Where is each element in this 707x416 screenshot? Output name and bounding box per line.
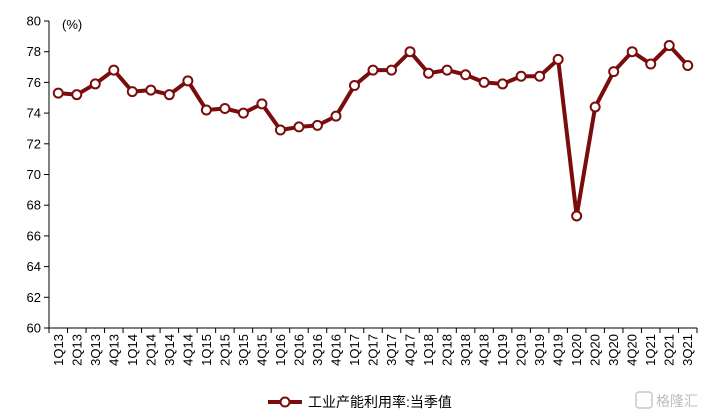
y-tick-label: 70 (27, 167, 41, 182)
data-point (293, 121, 305, 133)
x-tick-label: 4Q14 (180, 334, 195, 366)
x-tick-label: 1Q13 (51, 334, 66, 366)
data-point (145, 84, 157, 96)
data-point (311, 119, 323, 131)
legend-label: 工业产能利用率:当季值 (308, 394, 452, 410)
x-tick-label: 3Q21 (680, 334, 695, 366)
x-tick-label: 4Q13 (106, 334, 121, 366)
data-point (441, 64, 453, 76)
x-tick-label: 2Q17 (366, 334, 381, 366)
data-point (682, 60, 694, 72)
x-tick-label: 2Q19 (514, 334, 529, 366)
x-tick-label: 3Q20 (606, 334, 621, 366)
x-tick-label: 3Q19 (532, 334, 547, 366)
x-tick-label: 2Q20 (588, 334, 603, 366)
data-point (478, 76, 490, 88)
data-point (330, 110, 342, 122)
x-tick-label: 2Q16 (291, 334, 306, 366)
x-tick-label: 1Q15 (199, 334, 214, 366)
axes: 60 62 64 66 68 70 72 74 76 78 80 1Q13 2Q13 3Q13 4Q13 1Q… (27, 14, 698, 366)
x-tick-label: 2Q14 (143, 334, 158, 366)
x-tick-label: 2Q13 (69, 334, 84, 366)
y-tick-label: 60 (27, 321, 41, 336)
y-tick-label: 80 (27, 14, 41, 29)
legend-marker (279, 396, 291, 408)
data-point (274, 124, 286, 136)
data-point (663, 40, 675, 52)
x-tick-label: 1Q14 (125, 334, 140, 366)
data-point (534, 70, 546, 82)
data-point (552, 53, 564, 65)
watermark-text: 格隆汇 (656, 393, 698, 409)
x-tick-label: 3Q18 (458, 334, 473, 366)
watermark: 格隆汇 (635, 391, 698, 409)
data-point (163, 89, 175, 101)
data-point (367, 64, 379, 76)
data-point (423, 67, 435, 79)
x-tick-label: 1Q21 (643, 334, 658, 366)
data-point (589, 101, 601, 113)
data-point (626, 46, 638, 58)
y-tick-label: 62 (27, 290, 41, 305)
data-point (237, 107, 249, 119)
data-point (571, 210, 583, 222)
y-unit-label: (%) (62, 17, 82, 32)
data-point (89, 78, 101, 90)
y-tick-label: 66 (27, 228, 41, 243)
x-tick-label: 3Q14 (162, 334, 177, 366)
data-point (182, 75, 194, 87)
x-tick-label: 1Q18 (421, 334, 436, 366)
data-point (386, 64, 398, 76)
data-point (200, 104, 212, 116)
watermark-logo-icon (635, 391, 653, 409)
y-tick-label: 76 (27, 75, 41, 90)
x-tick-label: 1Q17 (347, 334, 362, 366)
x-tick-label: 4Q19 (551, 334, 566, 366)
x-tick-label: 4Q16 (328, 334, 343, 366)
x-tick-label: 3Q15 (236, 334, 251, 366)
x-tick-label: 4Q15 (254, 334, 269, 366)
data-point (608, 66, 620, 78)
x-tick-label: 2Q18 (440, 334, 455, 366)
x-tick-label: 4Q18 (477, 334, 492, 366)
x-tick-label: 1Q16 (273, 334, 288, 366)
y-tick-label: 64 (27, 259, 41, 274)
data-point (515, 70, 527, 82)
x-tick-label: 2Q15 (217, 334, 232, 366)
y-tick-label: 72 (27, 136, 41, 151)
x-tick-label: 1Q19 (495, 334, 510, 366)
x-tick-label: 4Q17 (403, 334, 418, 366)
y-tick-label: 68 (27, 198, 41, 213)
data-point (52, 87, 64, 99)
data-point (256, 98, 268, 110)
x-tick-label: 1Q20 (569, 334, 584, 366)
data-point (126, 86, 138, 98)
y-tick-label: 78 (27, 44, 41, 59)
data-point (348, 79, 360, 91)
x-tick-label: 2Q21 (662, 334, 677, 366)
data-point (71, 89, 83, 101)
x-tick-label: 4Q20 (625, 334, 640, 366)
data-point (219, 102, 231, 114)
plot-area (52, 40, 694, 222)
x-tick-label: 3Q17 (384, 334, 399, 366)
x-tick-label: 3Q16 (310, 334, 325, 366)
data-point (108, 64, 120, 76)
y-tick-label: 74 (27, 106, 41, 121)
legend: 工业产能利用率:当季值 (268, 394, 452, 410)
data-point (460, 69, 472, 81)
x-tick-label: 3Q13 (88, 334, 103, 366)
data-point (497, 78, 509, 90)
data-point (404, 46, 416, 58)
data-point (645, 58, 657, 70)
